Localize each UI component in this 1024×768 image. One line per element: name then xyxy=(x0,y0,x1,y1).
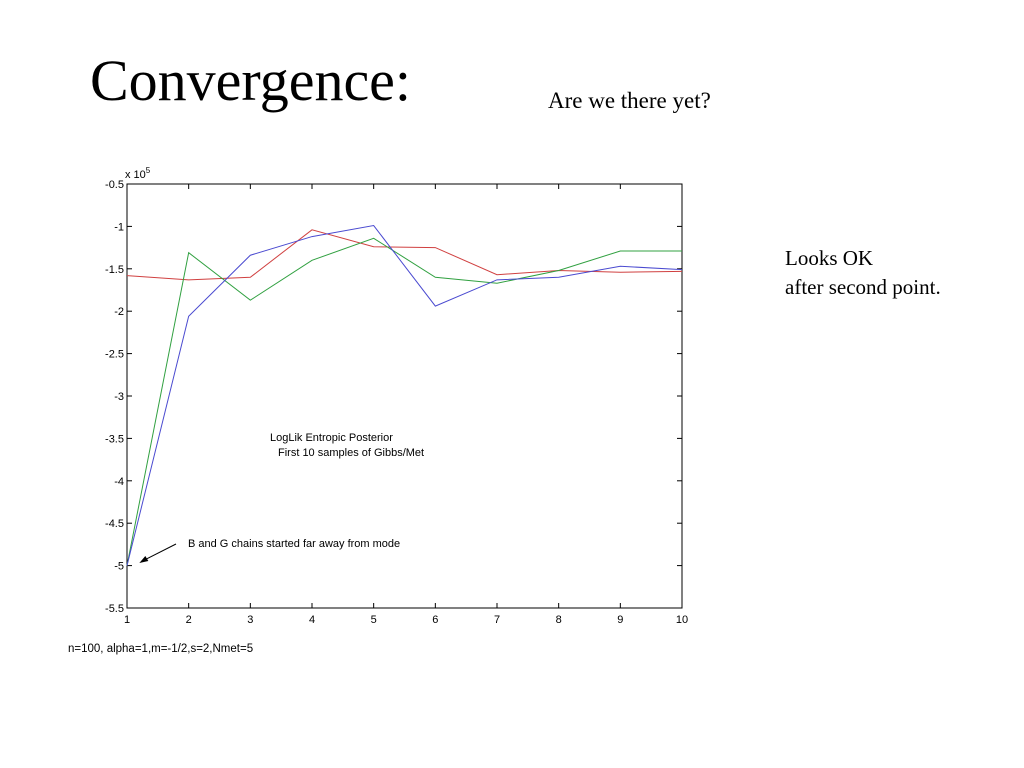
side-note-line-2: after second point. xyxy=(785,275,941,299)
y-tick-label: -3 xyxy=(114,391,124,403)
y-tick-label: -1.5 xyxy=(105,264,124,276)
x-tick-label: 7 xyxy=(494,614,500,626)
x-tick-label: 5 xyxy=(371,614,377,626)
slide-subtitle: Are we there yet? xyxy=(548,88,711,113)
annotation-arrow-line xyxy=(142,543,177,562)
y-tick-label: -0.5 xyxy=(105,179,124,191)
series-line-1 xyxy=(126,229,683,281)
y-tick-label: -3.5 xyxy=(105,433,124,445)
y-tick-label: -1 xyxy=(114,221,124,233)
x-tick-label: 2 xyxy=(186,614,192,626)
annotation-arrow-head xyxy=(139,556,149,564)
x-tick-label: 10 xyxy=(676,614,688,626)
x-tick-label: 8 xyxy=(556,614,562,626)
side-note-line-1: Looks OK xyxy=(785,246,874,270)
x-tick-label: 6 xyxy=(432,614,438,626)
annotation-center-line-2: First 10 samples of Gibbs/Met xyxy=(278,447,424,459)
y-multiplier-label: x 105 xyxy=(125,166,151,181)
y-tick-label: -4.5 xyxy=(105,518,124,530)
annotation-arrow-text: B and G chains started far away from mod… xyxy=(188,538,400,550)
y-tick-label: -5 xyxy=(114,561,124,573)
slide-title: Convergence: xyxy=(90,48,412,113)
side-note: Looks OK after second point. xyxy=(785,244,941,302)
x-tick-label: 9 xyxy=(617,614,623,626)
y-tick-label: -5.5 xyxy=(105,603,124,615)
series-line-3 xyxy=(126,225,683,566)
y-tick-label: -2 xyxy=(114,306,124,318)
x-tick-label: 3 xyxy=(247,614,253,626)
x-tick-label: 1 xyxy=(124,614,130,626)
annotation-center-line-1: LogLik Entropic Posterior xyxy=(270,432,393,444)
series-line-2 xyxy=(126,237,682,566)
y-tick-label: -4 xyxy=(114,476,124,488)
footer-note: n=100, alpha=1,m=-1/2,s=2,Nmet=5 xyxy=(68,643,254,655)
x-tick-label: 4 xyxy=(309,614,315,626)
y-tick-label: -2.5 xyxy=(105,349,124,361)
